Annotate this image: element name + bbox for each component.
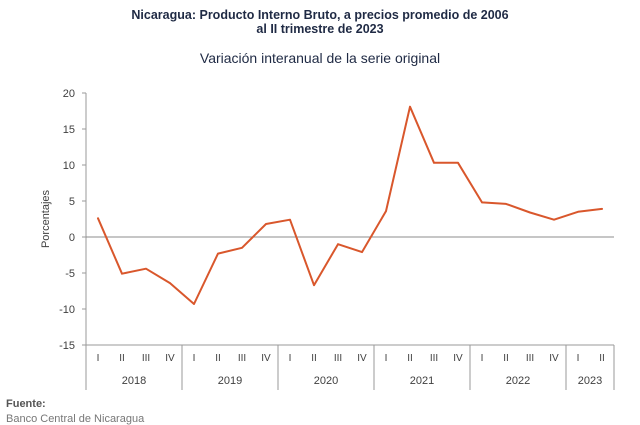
x-tick-label: II [215, 353, 221, 364]
x-tick-label: IV [165, 353, 175, 364]
y-tick-label: 5 [69, 196, 75, 208]
x-tick-label: II [119, 353, 125, 364]
x-year-label: 2020 [314, 375, 338, 387]
x-tick-label: I [193, 353, 196, 364]
y-tick-label: 0 [69, 232, 75, 244]
y-axis-label: Porcentajes [40, 189, 52, 248]
data-point [481, 201, 483, 204]
x-year-label: 2023 [578, 375, 602, 387]
data-point [601, 208, 603, 210]
x-tick-label: I [481, 353, 484, 364]
data-point [265, 223, 267, 225]
data-point [121, 272, 123, 275]
data-point [217, 252, 219, 255]
x-tick-label: IV [357, 353, 367, 364]
x-tick-label: III [238, 353, 246, 364]
series-line [97, 105, 603, 305]
chart-title-line2: al II trimestre de 2023 [256, 22, 384, 36]
data-point [361, 251, 363, 253]
x-tick-label: II [503, 353, 509, 364]
data-point [289, 218, 291, 221]
x-tick-label: IV [549, 353, 559, 364]
x-tick-label: III [430, 353, 438, 364]
x-tick-label: I [385, 353, 388, 364]
data-point [457, 162, 459, 164]
x-tick-label: III [526, 353, 534, 364]
y-tick-label: -10 [59, 304, 75, 316]
data-point [529, 211, 531, 214]
data-point [505, 203, 507, 205]
x-tick-label: III [142, 353, 150, 364]
x-tick-label: III [334, 353, 342, 364]
y-tick-label: -15 [59, 340, 75, 352]
source-label: Fuente: [6, 398, 46, 410]
y-tick-label: 10 [63, 160, 75, 172]
data-point [553, 218, 555, 221]
x-year-label: 2022 [506, 375, 530, 387]
x-tick-label: I [577, 353, 580, 364]
data-point [97, 217, 99, 220]
chart-title-line1: Nicaragua: Producto Interno Bruto, a pre… [131, 8, 509, 22]
x-tick-label: IV [261, 353, 271, 364]
data-point [169, 282, 171, 284]
x-year-label: 2019 [218, 375, 242, 387]
data-point [577, 211, 579, 213]
chart-subtitle: Variación interanual de la serie origina… [199, 50, 441, 66]
data-point [313, 284, 315, 287]
x-year-label: 2021 [410, 375, 434, 387]
x-tick-label: IV [453, 353, 463, 364]
x-tick-label: I [289, 353, 292, 364]
x-tick-label: II [599, 353, 605, 364]
x-tick-label: II [311, 353, 317, 364]
x-tick-label: I [97, 353, 100, 364]
y-tick-label: -5 [65, 268, 75, 280]
data-point [241, 247, 243, 249]
data-point [337, 243, 339, 245]
data-point [145, 267, 147, 270]
x-year-label: 2018 [122, 375, 146, 387]
y-tick-label: 20 [63, 88, 75, 100]
source-text: Banco Central de Nicaragua [6, 413, 145, 425]
data-point [433, 162, 435, 164]
data-point [193, 303, 195, 305]
data-point [409, 105, 411, 108]
x-tick-label: II [407, 353, 413, 364]
y-tick-label: 15 [63, 124, 75, 136]
data-point [385, 210, 387, 212]
